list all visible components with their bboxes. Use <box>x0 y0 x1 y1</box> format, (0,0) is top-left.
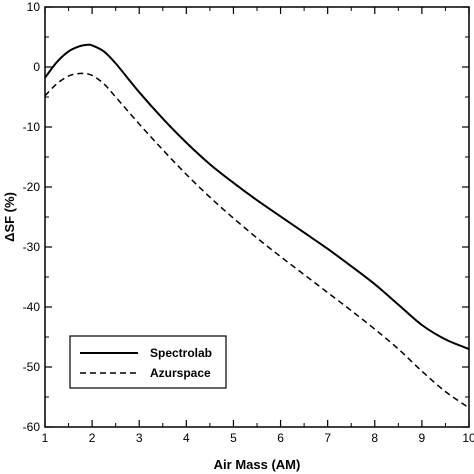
x-tick-label: 5 <box>230 431 237 445</box>
series-line-azurspace <box>44 72 470 409</box>
y-tick-label: 0 <box>33 60 40 74</box>
x-tick-label: 3 <box>136 431 143 445</box>
y-tick-label: -50 <box>23 360 41 374</box>
x-tick-label: 1 <box>42 431 49 445</box>
legend-label-spectrolab: Spectrolab <box>150 346 212 360</box>
series-line-spectrolab <box>44 43 470 350</box>
axis-tick-labels: 1 2 3 4 5 6 7 8 9 10 10 0 -10 -20 -30 -40 -50 -60 <box>23 0 474 445</box>
y-tick-label: -30 <box>23 240 41 254</box>
legend-label-azurspace: Azurspace <box>150 366 211 380</box>
x-tick-label: 9 <box>419 431 426 445</box>
legend: Spectrolab Azurspace <box>69 335 227 389</box>
x-tick-label: 10 <box>462 431 474 445</box>
legend-box <box>69 335 227 389</box>
x-tick-label: 8 <box>371 431 378 445</box>
x-tick-label: 2 <box>89 431 96 445</box>
x-tick-label: 6 <box>277 431 284 445</box>
y-tick-label: -20 <box>23 180 41 194</box>
y-tick-label: -10 <box>23 120 41 134</box>
y-axis-title: ΔSF (%) <box>2 192 17 242</box>
x-tick-label: 4 <box>183 431 190 445</box>
x-axis-title: Air Mass (AM) <box>214 457 301 472</box>
y-tick-label: -40 <box>23 300 41 314</box>
y-tick-label: -60 <box>23 420 41 434</box>
y-tick-label: 10 <box>27 0 41 14</box>
x-tick-label: 7 <box>324 431 331 445</box>
axis-ticks <box>44 6 470 428</box>
series-lines <box>44 43 470 409</box>
